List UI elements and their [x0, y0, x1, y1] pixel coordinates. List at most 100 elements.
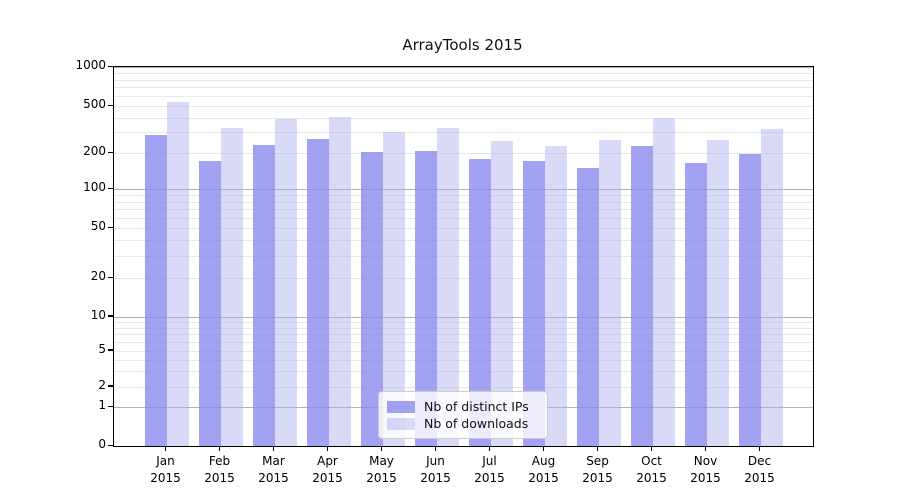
x-tick-mark-aug: [543, 446, 545, 452]
y-tick-mark-10: [108, 315, 113, 317]
bar-oct-ips: [630, 145, 653, 446]
bar-jun-ips: [414, 151, 437, 446]
x-tick-sublabel: 2015: [582, 471, 613, 485]
x-tick-label-dec: Dec 2015: [730, 453, 790, 487]
gridline-30: [114, 255, 813, 257]
gridline-900: [114, 72, 813, 74]
bar-aug-ips: [522, 161, 545, 446]
gridline-8: [114, 327, 813, 329]
bar-aug-downloads: [544, 145, 567, 446]
gridline-70: [114, 209, 813, 211]
x-tick-mark-jun: [435, 446, 437, 452]
gridline-500: [114, 106, 813, 108]
bar-feb-ips: [198, 160, 221, 446]
gridline-80: [114, 201, 813, 203]
gridline-40: [114, 240, 813, 242]
x-tick-label-may: May 2015: [352, 453, 412, 487]
legend-item-downloads: Nb of downloads: [387, 415, 537, 432]
y-tick-mark-1000: [108, 65, 113, 67]
x-tick-label-aug: Aug 2015: [514, 453, 574, 487]
gridline-10: [114, 316, 813, 318]
gridline-800: [114, 79, 813, 81]
x-tick-sublabel: 2015: [528, 471, 559, 485]
x-tick-mark-jan: [165, 446, 167, 452]
x-tick-sublabel: 2015: [366, 471, 397, 485]
gridline-6: [114, 341, 813, 343]
y-tick-label-20: 20: [90, 269, 106, 284]
gridline-90: [114, 194, 813, 196]
x-tick-mark-apr: [327, 446, 329, 452]
bar-mar-downloads: [274, 119, 297, 446]
gridline-200: [114, 153, 813, 155]
y-tick-mark-100: [108, 187, 113, 189]
x-tick-label-jul: Jul 2015: [460, 453, 520, 487]
y-tick-mark-0: [108, 444, 113, 446]
y-tick-mark-2: [108, 385, 113, 387]
x-tick-sublabel: 2015: [690, 471, 721, 485]
y-tick-label-500: 500: [83, 97, 106, 112]
gridline-20: [114, 278, 813, 280]
x-tick-label-jun: Jun 2015: [406, 453, 466, 487]
y-tick-mark-1: [108, 405, 113, 408]
bar-jan-downloads: [166, 102, 189, 446]
bar-jul-ips: [468, 158, 491, 446]
legend-label-downloads: Nb of downloads: [424, 416, 529, 431]
x-tick-label-apr: Apr 2015: [298, 453, 358, 487]
x-tick-sublabel: 2015: [204, 471, 235, 485]
bar-jul-downloads: [490, 141, 513, 446]
gridline-3: [114, 370, 813, 372]
gridline-400: [114, 117, 813, 119]
bar-dec-downloads: [760, 128, 783, 446]
gridline-600: [114, 96, 813, 98]
x-tick-sublabel: 2015: [150, 471, 181, 485]
gridline-5: [114, 350, 813, 352]
x-tick-label-jan: Jan 2015: [136, 453, 196, 487]
x-tick-sublabel: 2015: [744, 471, 775, 485]
bar-feb-downloads: [220, 127, 243, 446]
gridline-100: [114, 189, 813, 191]
bar-sep-downloads: [598, 139, 621, 446]
x-tick-sublabel: 2015: [420, 471, 451, 485]
y-tick-label-5: 5: [98, 341, 106, 356]
x-tick-sublabel: 2015: [312, 471, 343, 485]
x-tick-mark-jul: [489, 446, 491, 452]
x-tick-sublabel: 2015: [636, 471, 667, 485]
legend-swatch-distinct-ips: [387, 400, 415, 413]
gridline-1000: [114, 67, 813, 68]
y-tick-mark-500: [108, 104, 113, 107]
bar-dec-ips: [738, 154, 761, 446]
y-tick-label-0: 0: [98, 437, 106, 451]
gridline-4: [114, 359, 813, 361]
bar-sep-ips: [576, 167, 599, 446]
y-tick-label-1000: 1000: [75, 58, 106, 72]
x-tick-sublabel: 2015: [474, 471, 505, 485]
legend-label-distinct-ips: Nb of distinct IPs: [424, 399, 529, 414]
bar-nov-downloads: [706, 140, 729, 446]
legend-swatch-downloads: [387, 417, 415, 430]
x-tick-sublabel: 2015: [258, 471, 289, 485]
x-tick-label-oct: Oct 2015: [622, 453, 682, 487]
legend: Nb of distinct IPs Nb of downloads: [378, 391, 548, 439]
y-tick-label-1: 1: [98, 398, 106, 413]
bar-may-ips: [360, 151, 383, 446]
bar-may-downloads: [382, 132, 405, 446]
gridline-2: [114, 386, 813, 388]
y-tick-label-200: 200: [83, 144, 106, 159]
y-tick-mark-5: [108, 349, 113, 351]
bar-oct-downloads: [652, 118, 675, 446]
y-tick-mark-200: [108, 151, 113, 153]
y-tick-label-100: 100: [83, 180, 106, 195]
x-tick-label-feb: Feb 2015: [190, 453, 250, 487]
y-tick-mark-20: [108, 276, 113, 278]
gridline-9: [114, 321, 813, 323]
x-tick-mark-dec: [759, 446, 761, 452]
x-tick-label-sep: Sep 2015: [568, 453, 628, 487]
bar-apr-ips: [306, 138, 329, 446]
y-tick-label-50: 50: [90, 219, 106, 234]
x-tick-mark-mar: [273, 446, 275, 452]
bar-apr-downloads: [328, 117, 351, 446]
legend-item-distinct-ips: Nb of distinct IPs: [387, 398, 537, 415]
bar-mar-ips: [252, 144, 275, 446]
x-tick-label-nov: Nov 2015: [676, 453, 736, 487]
